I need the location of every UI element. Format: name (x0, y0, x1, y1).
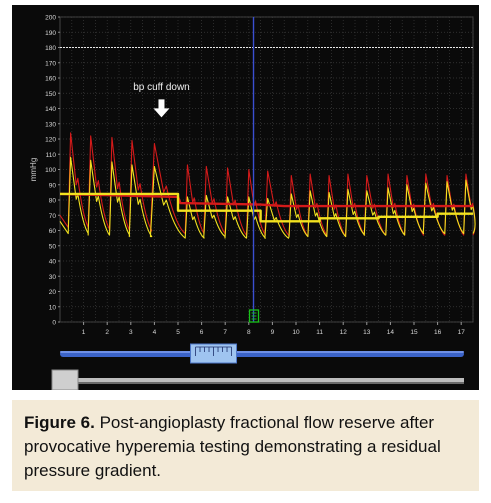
y-tick-label: 190 (45, 30, 56, 37)
annotation-text: bp cuff down (133, 82, 190, 93)
distal-phasic-line (59, 156, 476, 239)
y-axis-label: mmHg (29, 158, 38, 182)
y-tick-label: 140 (45, 106, 56, 113)
x-tick-label: 14 (387, 329, 395, 336)
timeline-slider[interactable] (60, 343, 464, 364)
y-tick-label: 180 (45, 45, 56, 52)
y-tick-label: 150 (45, 91, 56, 98)
y-tick-label: 10 (49, 304, 57, 311)
figure-caption-box: Figure 6. Post-angioplasty fractional fl… (12, 400, 479, 491)
chart-grid (59, 16, 474, 323)
x-tick-label: 6 (200, 329, 204, 336)
ruler-icon[interactable] (190, 343, 238, 364)
y-axis-ticks: 0 10 20 30 40 50 60 70 80 90 100 110 120 130 140 150 160… (45, 15, 60, 327)
x-tick-label: 12 (340, 329, 348, 336)
y-tick-label: 70 (49, 213, 57, 220)
x-tick-label: 5 (176, 329, 180, 336)
y-tick-label: 40 (49, 259, 57, 266)
x-tick-label: 2 (105, 329, 109, 336)
scrollbar-track[interactable] (52, 378, 464, 382)
cursor-marker-icon[interactable] (248, 309, 260, 323)
y-tick-label: 110 (46, 152, 57, 159)
horizontal-scrollbar[interactable] (51, 369, 464, 390)
figure-label: Figure 6. (24, 413, 95, 432)
x-tick-label: 17 (458, 329, 466, 336)
scrollbar-track-shadow (52, 382, 464, 384)
x-tick-label: 10 (292, 329, 300, 336)
y-tick-label: 50 (49, 243, 57, 250)
figure-caption-text: Post-angioplasty fractional flow reserve… (24, 413, 441, 480)
y-tick-label: 160 (45, 76, 56, 83)
x-tick-label: 9 (271, 329, 275, 336)
y-tick-label: 100 (45, 167, 56, 174)
aortic-mean-line (59, 192, 473, 208)
y-tick-label: 130 (45, 121, 56, 128)
y-tick-label: 200 (45, 15, 56, 22)
y-tick-label: 90 (49, 182, 57, 189)
distal-mean-line (60, 192, 473, 223)
scrollbar-thumb[interactable] (51, 369, 79, 390)
y-tick-label: 0 (52, 320, 56, 327)
x-tick-label: 8 (247, 329, 251, 336)
pressure-chart: 0102030405060708090100110120130140150160… (29, 15, 476, 390)
figure-caption: Figure 6. Post-angioplasty fractional fl… (24, 411, 467, 483)
x-axis-ticks: 1 2 3 4 5 6 7 8 9 10 11 12 13 14 15 16 17 (82, 322, 465, 336)
x-tick-label: 4 (153, 329, 157, 336)
pressure-tracing-viewer: 0 10 20 30 40 50 60 70 80 90 100 110 120 130 140 150 160… (12, 5, 479, 390)
y-tick-label: 120 (45, 137, 56, 144)
x-tick-label: 11 (316, 329, 323, 336)
timeline-track-highlight (60, 351, 464, 353)
y-tick-label: 80 (49, 198, 57, 205)
x-tick-label: 15 (410, 329, 418, 336)
pressure-series (59, 132, 476, 239)
y-tick-label: 30 (49, 274, 57, 281)
x-tick-label: 16 (434, 329, 442, 336)
y-tick-label: 20 (49, 289, 57, 296)
y-tick-label: 60 (49, 228, 57, 235)
y-tick-label: 170 (45, 60, 56, 67)
x-tick-label: 3 (129, 329, 133, 336)
x-tick-label: 1 (82, 329, 86, 336)
x-tick-label: 13 (363, 329, 371, 336)
x-tick-label: 7 (223, 329, 227, 336)
down-arrow-icon (153, 99, 170, 118)
annotation: bp cuff down (133, 82, 190, 118)
